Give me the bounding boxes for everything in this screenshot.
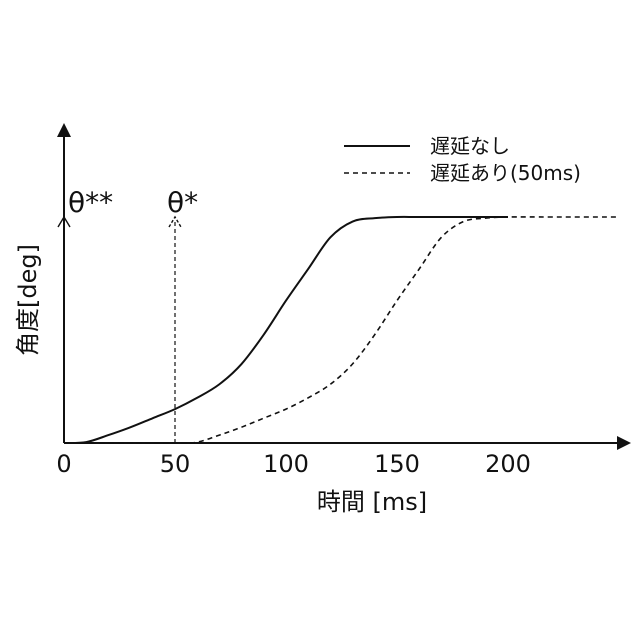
- x-tick-label-150: 150: [374, 450, 420, 478]
- legend-label-no-delay: 遅延なし: [430, 134, 510, 158]
- x-tick-label-100: 100: [263, 450, 309, 478]
- legend-label-with-delay: 遅延あり(50ms): [430, 161, 581, 185]
- x-tick-label-0: 0: [56, 450, 71, 478]
- marker-label-0: θ**: [68, 186, 113, 219]
- series-lines: [64, 217, 619, 443]
- y-axis-label: 角度[deg]: [14, 244, 42, 356]
- x-tick-label-200: 200: [485, 450, 531, 478]
- series-line-with-delay: [64, 217, 619, 443]
- target-angle-markers: θ** θ*: [58, 186, 198, 443]
- legend: 遅延なし 遅延あり(50ms): [344, 134, 581, 185]
- x-axis-label: 時間 [ms]: [317, 488, 427, 516]
- marker-label-1: θ*: [167, 186, 198, 219]
- x-tick-label-50: 50: [160, 450, 191, 478]
- x-tick-labels: 0 50 100 150 200: [56, 450, 531, 478]
